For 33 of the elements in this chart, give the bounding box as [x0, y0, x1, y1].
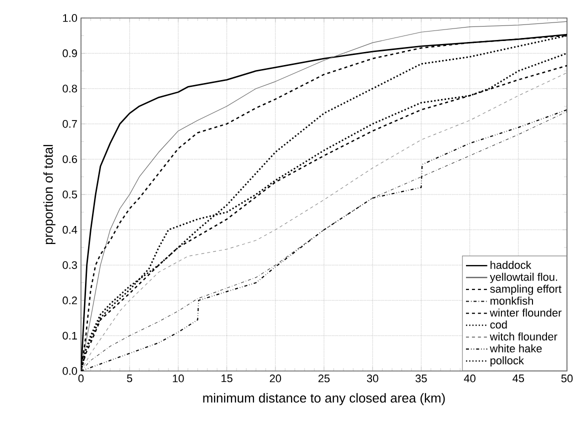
- x-tick-label: 35: [416, 374, 427, 382]
- x-tick-label: 0: [78, 374, 84, 382]
- x-tick-label: 25: [318, 374, 330, 382]
- x-tick-label: 15: [222, 374, 232, 382]
- legend-label: yellowtail flou.: [490, 272, 558, 284]
- legend-label: monkfish: [490, 296, 533, 305]
- x-axis-title: minimum distance to any closed area (km): [203, 393, 445, 406]
- y-tick-label: 0.6: [62, 155, 77, 164]
- y-tick-label: 0.4: [62, 226, 78, 234]
- x-tick-label: 10: [172, 374, 184, 382]
- y-tick-label: 1.0: [63, 14, 78, 22]
- x-tick-label: 5: [126, 374, 132, 382]
- legend-label: sampling effort: [490, 284, 562, 295]
- y-tick-label: 0.5: [62, 190, 78, 198]
- x-tick-label: 45: [512, 374, 524, 382]
- legend-label: pollock: [490, 356, 524, 366]
- legend-label: witch flounder: [490, 332, 558, 340]
- y-tick-label: 0.1: [62, 332, 77, 340]
- legend-label: cod: [490, 320, 507, 329]
- y-tick-label: 0.0: [62, 367, 78, 375]
- y-axis-title: proportion of total: [43, 144, 56, 244]
- y-tick-label: 0.3: [62, 261, 77, 269]
- legend-label: white hake: [490, 344, 542, 352]
- y-tick-label: 0.8: [62, 84, 77, 92]
- legend-label: haddock: [490, 260, 532, 269]
- x-tick-label: 30: [366, 374, 378, 382]
- y-tick-label: 0.9: [62, 49, 77, 58]
- x-tick-label: 20: [270, 374, 282, 382]
- x-tick-label: 40: [464, 374, 476, 382]
- legend-label: winter flounder: [490, 308, 562, 317]
- y-tick-label: 0.7: [62, 120, 77, 128]
- y-tick-label: 0.2: [62, 296, 77, 304]
- x-tick-label: 50: [561, 374, 573, 382]
